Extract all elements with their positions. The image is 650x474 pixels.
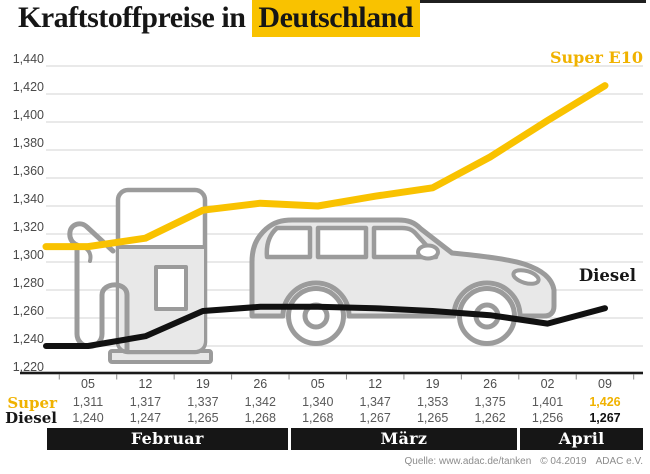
y-tick-label: 1,240 [12,332,44,346]
y-tick-label: 1,260 [12,304,44,318]
y-tick-label: 1,320 [12,220,44,234]
date-label: 26 [253,377,268,391]
source-text: Quelle: www.adac.de/tanken [404,456,532,467]
y-tick-label: 1,440 [12,52,44,66]
row-label-super: Super [7,394,57,412]
car-headlight [511,268,541,286]
diesel-value: 1,268 [244,410,276,425]
date-label: 12 [138,377,153,391]
month-band: März [290,428,518,450]
diesel-value: 1,265 [187,410,219,425]
date-label: 19 [425,377,440,391]
y-tick-label: 1,300 [12,248,44,262]
pump-screen [154,265,188,311]
diesel-value: 1,267 [359,410,391,425]
super-e10-line [42,82,609,251]
date-label: 05 [310,377,325,391]
diesel-value: 1,256 [531,410,564,425]
title-highlight: Deutschland [252,0,420,37]
month-band: April [520,428,643,450]
fuel-pump-icon [67,187,213,364]
diesel-value: 1,265 [416,410,449,425]
car-middle-window [315,225,369,260]
car-mirror [416,243,440,261]
date-label: 26 [483,377,498,391]
title-text: Kraftstoffpreise in [18,1,246,34]
super-value: 1,317 [129,394,162,409]
top-strip [363,0,646,3]
month-band: Februar [47,428,288,450]
super-value: 1,426 [589,394,621,409]
data-lines [42,82,609,349]
y-tick-label: 1,420 [12,80,44,94]
diesel-line [43,303,608,349]
super-value: 1,375 [474,394,506,409]
source-note: Quelle: www.adac.de/tanken © 04.2019 ADAC … [396,456,643,467]
copyright-text: © 04.2019 [540,456,587,467]
x-axis [20,371,643,380]
org-text: ADAC e.V. [595,456,643,467]
series-label-diesel: Diesel [573,265,641,286]
diesel-value: 1,262 [474,410,506,425]
date-label: 19 [195,377,210,391]
y-tick-label: 1,360 [12,164,44,178]
pump-nozzle-hose [67,221,130,354]
series-label-super-e10: Super E10 [549,48,643,67]
diesel-value: 1,268 [302,410,334,425]
super-value: 1,401 [531,394,564,409]
super-value: 1,337 [187,394,219,409]
super-value: 1,311 [72,394,104,409]
super-value: 1,353 [416,394,449,409]
super-value: 1,342 [244,394,276,409]
car-rear-window [264,225,313,260]
super-value: 1,340 [302,394,334,409]
super-value: 1,347 [359,394,391,409]
date-label: 12 [368,377,383,391]
y-tick-label: 1,280 [12,276,44,290]
car-icon [249,217,557,346]
date-label: 02 [540,377,555,391]
x-axis-line [20,371,643,375]
y-tick-label: 1,220 [12,360,44,374]
page-title: Kraftstoffpreise in Deutschland [18,0,420,37]
y-tick-label: 1,380 [12,136,44,150]
date-label: 09 [598,377,612,391]
date-label: 05 [81,377,95,391]
y-tick-label: 1,400 [12,108,44,122]
diesel-value: 1,247 [129,410,162,425]
y-tick-label: 1,340 [12,192,44,206]
diesel-value: 1,267 [589,410,621,425]
row-label-diesel: Diesel [5,409,57,427]
diesel-value: 1,240 [72,410,104,425]
